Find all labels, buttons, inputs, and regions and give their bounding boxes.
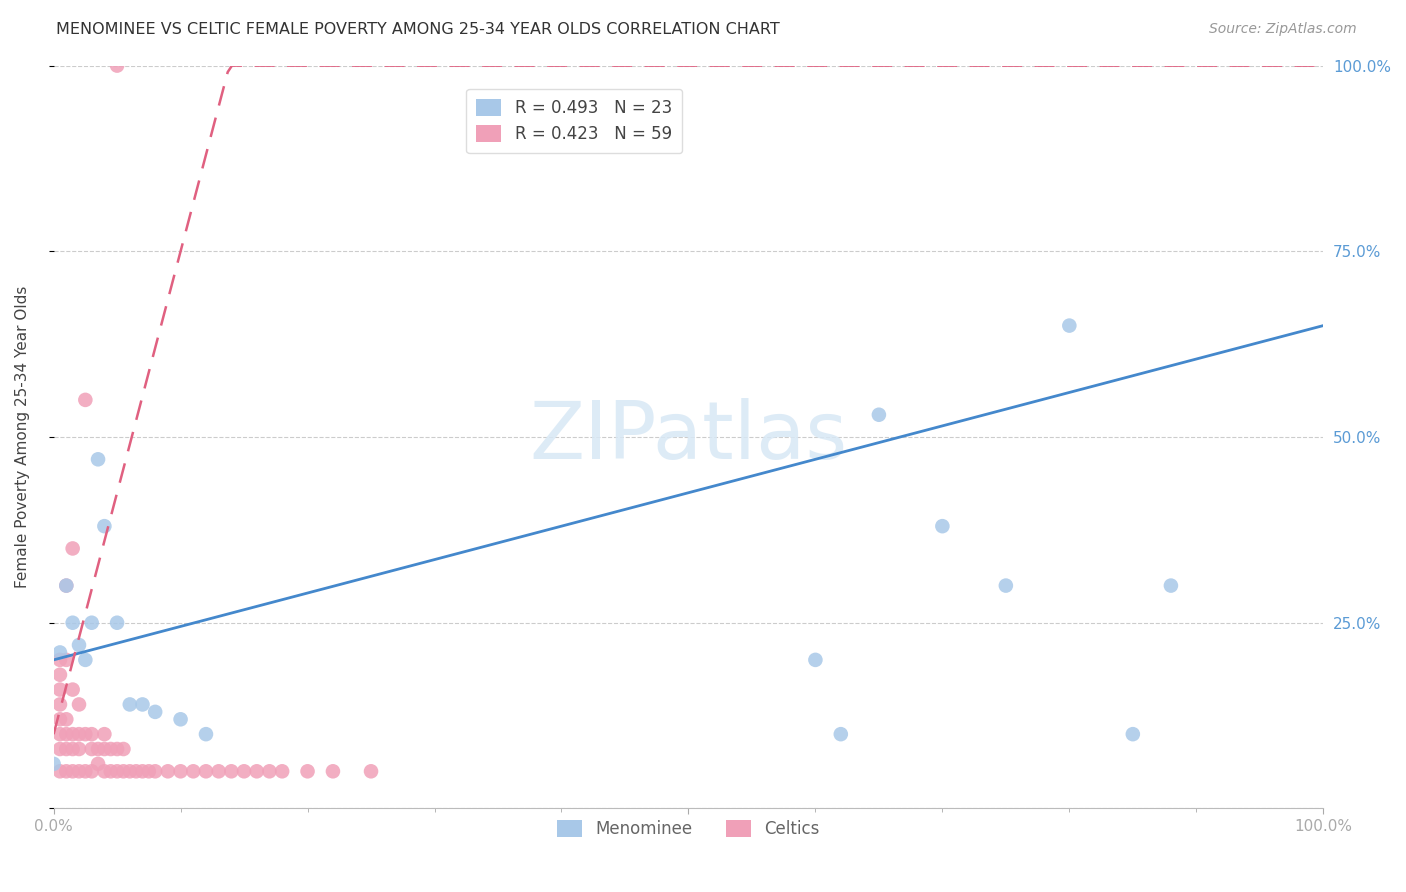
Text: ZIPatlas: ZIPatlas <box>530 398 848 476</box>
Point <box>55 742 77 756</box>
Point <box>67 727 90 741</box>
Point <box>360 764 382 779</box>
Point <box>118 698 141 712</box>
Point <box>1122 727 1144 741</box>
Point <box>105 615 128 630</box>
Point <box>55 712 77 726</box>
Point <box>221 764 243 779</box>
Point <box>297 764 319 779</box>
Point <box>80 742 103 756</box>
Point <box>87 742 110 756</box>
Point <box>100 764 122 779</box>
Point <box>87 756 110 771</box>
Point <box>131 698 153 712</box>
Point <box>87 452 110 467</box>
Point <box>62 727 84 741</box>
Point <box>112 764 135 779</box>
Point <box>49 742 72 756</box>
Point <box>322 764 344 779</box>
Point <box>80 764 103 779</box>
Point <box>194 727 217 741</box>
Point <box>93 727 115 741</box>
Point <box>105 742 128 756</box>
Point <box>112 742 135 756</box>
Point <box>259 764 281 779</box>
Point <box>994 578 1017 592</box>
Point <box>208 764 231 779</box>
Point <box>194 764 217 779</box>
Point <box>62 541 84 556</box>
Point <box>143 764 166 779</box>
Point <box>80 727 103 741</box>
Point <box>105 764 128 779</box>
Point <box>49 764 72 779</box>
Point <box>93 742 115 756</box>
Point <box>125 764 148 779</box>
Point <box>80 615 103 630</box>
Point <box>75 727 97 741</box>
Point <box>49 698 72 712</box>
Point <box>42 756 65 771</box>
Point <box>1160 578 1182 592</box>
Point <box>55 578 77 592</box>
Point <box>131 764 153 779</box>
Point <box>49 667 72 681</box>
Point <box>93 764 115 779</box>
Point <box>62 764 84 779</box>
Point <box>55 578 77 592</box>
Point <box>169 764 191 779</box>
Point <box>62 742 84 756</box>
Point <box>931 519 953 533</box>
Point <box>93 519 115 533</box>
Point <box>181 764 204 779</box>
Point <box>55 764 77 779</box>
Point <box>868 408 890 422</box>
Point <box>67 698 90 712</box>
Point <box>804 653 827 667</box>
Point <box>100 742 122 756</box>
Point <box>49 653 72 667</box>
Text: MENOMINEE VS CELTIC FEMALE POVERTY AMONG 25-34 YEAR OLDS CORRELATION CHART: MENOMINEE VS CELTIC FEMALE POVERTY AMONG… <box>56 22 780 37</box>
Point <box>55 653 77 667</box>
Point <box>233 764 256 779</box>
Point <box>143 705 166 719</box>
Point <box>271 764 294 779</box>
Point <box>67 742 90 756</box>
Point <box>49 712 72 726</box>
Point <box>105 59 128 73</box>
Point <box>62 682 84 697</box>
Point <box>75 764 97 779</box>
Text: Source: ZipAtlas.com: Source: ZipAtlas.com <box>1209 22 1357 37</box>
Legend: Menominee, Celtics: Menominee, Celtics <box>551 814 827 845</box>
Point <box>169 712 191 726</box>
Point <box>49 727 72 741</box>
Point <box>246 764 269 779</box>
Point <box>49 682 72 697</box>
Point <box>1059 318 1081 333</box>
Point <box>62 615 84 630</box>
Point <box>67 638 90 652</box>
Point <box>156 764 179 779</box>
Point <box>118 764 141 779</box>
Point <box>138 764 160 779</box>
Point <box>67 764 90 779</box>
Point <box>830 727 852 741</box>
Y-axis label: Female Poverty Among 25-34 Year Olds: Female Poverty Among 25-34 Year Olds <box>15 285 30 588</box>
Point <box>75 392 97 407</box>
Point <box>75 653 97 667</box>
Point <box>55 727 77 741</box>
Point <box>49 645 72 659</box>
